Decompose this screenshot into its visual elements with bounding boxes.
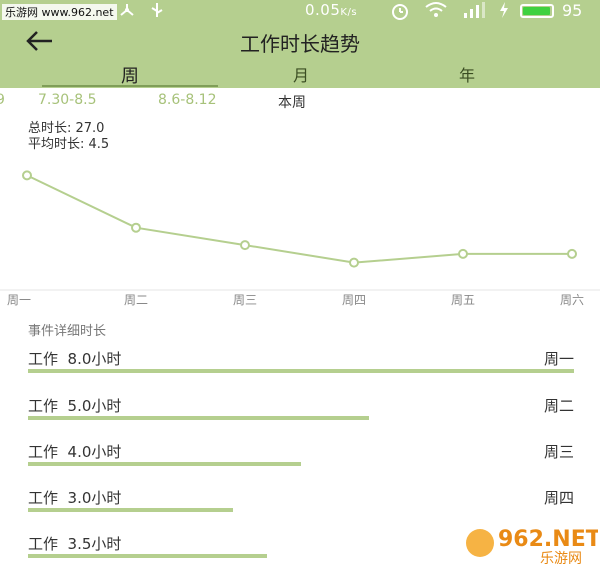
detail-row-label: 工作 8.0小时 (28, 350, 122, 368)
tab-year[interactable]: 年 (458, 66, 475, 85)
detail-row-bar (28, 508, 233, 512)
data-point (240, 240, 250, 251)
x-tick-label: 周二 (124, 293, 148, 307)
tab-indicator (42, 85, 218, 87)
detail-row-label: 工作 5.0小时 (28, 397, 122, 415)
battery-icon (520, 4, 554, 18)
detail-row-label: 工作 4.0小时 (28, 443, 122, 461)
x-tick-label: 周五 (451, 293, 475, 307)
wifi-icon (424, 1, 448, 23)
series-line (26, 174, 572, 264)
detail-row-day: 周二 (543, 397, 574, 415)
charging-icon (498, 1, 510, 23)
watermark-sub-text: 乐游网 (540, 551, 582, 566)
detail-row-bar (28, 554, 267, 558)
detail-row-day: 周三 (543, 443, 574, 461)
detail-row-label: 工作 3.0小时 (28, 489, 122, 507)
data-point (567, 248, 577, 259)
tab-month[interactable]: 月 (292, 66, 309, 85)
data-point (458, 248, 468, 259)
total-hours: 总时长: 27.0 (28, 121, 105, 136)
summary: 总时长: 27.0 平均时长: 4.5 (28, 121, 109, 153)
tab-week[interactable]: 周 (121, 66, 139, 87)
detail-row: 工作 3.5小时 (28, 533, 576, 566)
detail-row-bar (28, 462, 301, 466)
battery-percent: 95 (562, 1, 583, 20)
arrow-left-icon (26, 31, 52, 51)
data-point (22, 170, 32, 181)
week-item[interactable]: 7.30-8.5 (38, 92, 97, 108)
detail-row-label: 工作 3.5小时 (28, 535, 122, 553)
x-tick-label: 周一 (7, 293, 31, 307)
detail-row: 工作 5.0小时 周二 (28, 395, 576, 435)
usb-share-icon (118, 1, 136, 23)
signal-icon (460, 1, 486, 23)
usb-icon (150, 1, 164, 23)
page-title: 工作时长趋势 (240, 32, 360, 56)
week-selector: 9 7.30-8.5 8.6-8.12 本周 (0, 92, 600, 112)
watermark-logo: 962.NET 乐游网 (458, 520, 600, 566)
detail-row-day: 周四 (543, 489, 574, 507)
battery-level (523, 7, 550, 15)
detail-row: 工作 3.0小时 周四 (28, 487, 576, 527)
trend-line-chart: 周一 周二 周三 周四 周五 周六 (0, 170, 600, 307)
week-item-current[interactable]: 本周 (278, 95, 306, 111)
back-button[interactable] (24, 28, 56, 54)
detail-row-day: 周一 (543, 350, 574, 368)
detail-row-bar (28, 369, 574, 373)
x-tick-label: 周三 (233, 293, 257, 307)
details-section-label: 事件详细时长 (28, 324, 107, 339)
detail-row-bar (28, 416, 369, 420)
week-item[interactable]: 8.6-8.12 (158, 92, 217, 108)
watermark-main-text: 962.NET (498, 527, 598, 552)
period-tabs: 周 月 年 (0, 62, 600, 88)
watermark-text: 乐游网 www.962.net (2, 4, 117, 20)
detail-row: 工作 8.0小时 周一 (28, 348, 576, 388)
data-point (131, 222, 141, 233)
average-hours: 平均时长: 4.5 (28, 137, 110, 152)
week-item[interactable]: 9 (0, 92, 5, 108)
alarm-icon (390, 1, 410, 25)
detail-row: 工作 4.0小时 周三 (28, 441, 576, 481)
data-point (349, 257, 359, 268)
status-bar: 乐游网 www.962.net 0.05K/s 95 (0, 0, 600, 22)
network-speed: 0.05K/s (305, 1, 358, 19)
x-tick-label: 周六 (560, 293, 584, 307)
x-tick-label: 周四 (342, 293, 366, 307)
